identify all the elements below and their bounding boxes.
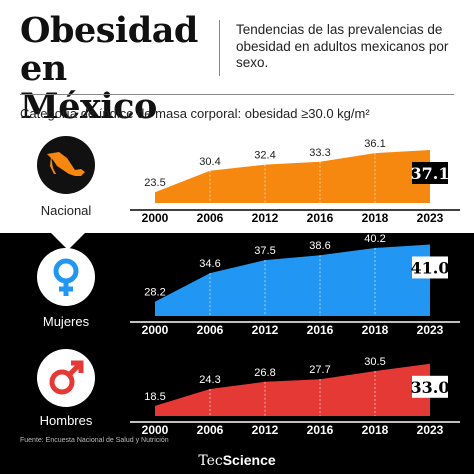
title-line-1: Obesidad bbox=[20, 10, 198, 51]
group-label-mujeres: Mujeres bbox=[42, 314, 90, 329]
mujeres-value-label: 38.6 bbox=[309, 240, 330, 252]
hombres-area bbox=[155, 363, 430, 416]
hombres-value-label: 26.8 bbox=[254, 367, 275, 379]
title-divider bbox=[219, 20, 220, 76]
brand-part-1: Tec bbox=[198, 453, 223, 469]
hombres-year-label: 2006 bbox=[197, 423, 224, 437]
group-label-nacional: Nacional bbox=[40, 203, 92, 218]
title-line-2: en México bbox=[20, 48, 157, 127]
mujeres-year-label: 2023 bbox=[417, 323, 444, 337]
subtitle: Tendencias de las prevalencias de obesid… bbox=[236, 22, 449, 70]
page-title: Obesidad en México bbox=[20, 12, 210, 126]
hombres-year-label: 2018 bbox=[362, 423, 389, 437]
male-symbol-icon bbox=[37, 349, 95, 407]
hombres-year-label: 2012 bbox=[252, 423, 279, 437]
mujeres-year-label: 2006 bbox=[197, 323, 224, 337]
female-symbol-icon bbox=[37, 248, 95, 306]
mujeres-highlight-box bbox=[412, 256, 448, 279]
mujeres-highlight-value: 41.0 bbox=[411, 258, 450, 277]
header-rule bbox=[20, 94, 454, 95]
hombres-year-label: 2000 bbox=[142, 423, 169, 437]
mujeres-value-label: 40.2 bbox=[364, 233, 385, 245]
hombres-value-label: 30.5 bbox=[364, 356, 385, 368]
mujeres-year-label: 2018 bbox=[362, 323, 389, 337]
hombres-highlight-value: 33.0 bbox=[411, 378, 450, 397]
mujeres-year-label: 2016 bbox=[307, 323, 334, 337]
header-panel: Obesidad en México Tendencias de las pre… bbox=[0, 0, 474, 233]
mujeres-year-label: 2000 bbox=[142, 323, 169, 337]
brand-part-2: Science bbox=[222, 452, 276, 468]
source-note: Fuente: Encuesta Nacional de Salud y Nut… bbox=[20, 437, 169, 444]
hombres-value-label: 18.5 bbox=[144, 391, 165, 403]
mujeres-year-label: 2012 bbox=[252, 323, 279, 337]
mujeres-value-label: 28.2 bbox=[144, 287, 165, 299]
category-label: Categoría de índice de masa corporal: ob… bbox=[20, 106, 370, 121]
mujeres-area bbox=[155, 244, 430, 316]
hombres-highlight-box bbox=[412, 375, 448, 398]
brand-logo: TecScience bbox=[0, 452, 474, 469]
hombres-year-label: 2016 bbox=[307, 423, 334, 437]
mexico-map-icon bbox=[37, 136, 95, 194]
group-label-hombres: Hombres bbox=[39, 413, 93, 428]
mujeres-value-label: 34.6 bbox=[199, 258, 220, 270]
hombres-value-label: 27.7 bbox=[309, 364, 330, 376]
mujeres-value-label: 37.5 bbox=[254, 245, 275, 257]
hombres-year-label: 2023 bbox=[417, 423, 444, 437]
hombres-value-label: 24.3 bbox=[199, 374, 220, 386]
